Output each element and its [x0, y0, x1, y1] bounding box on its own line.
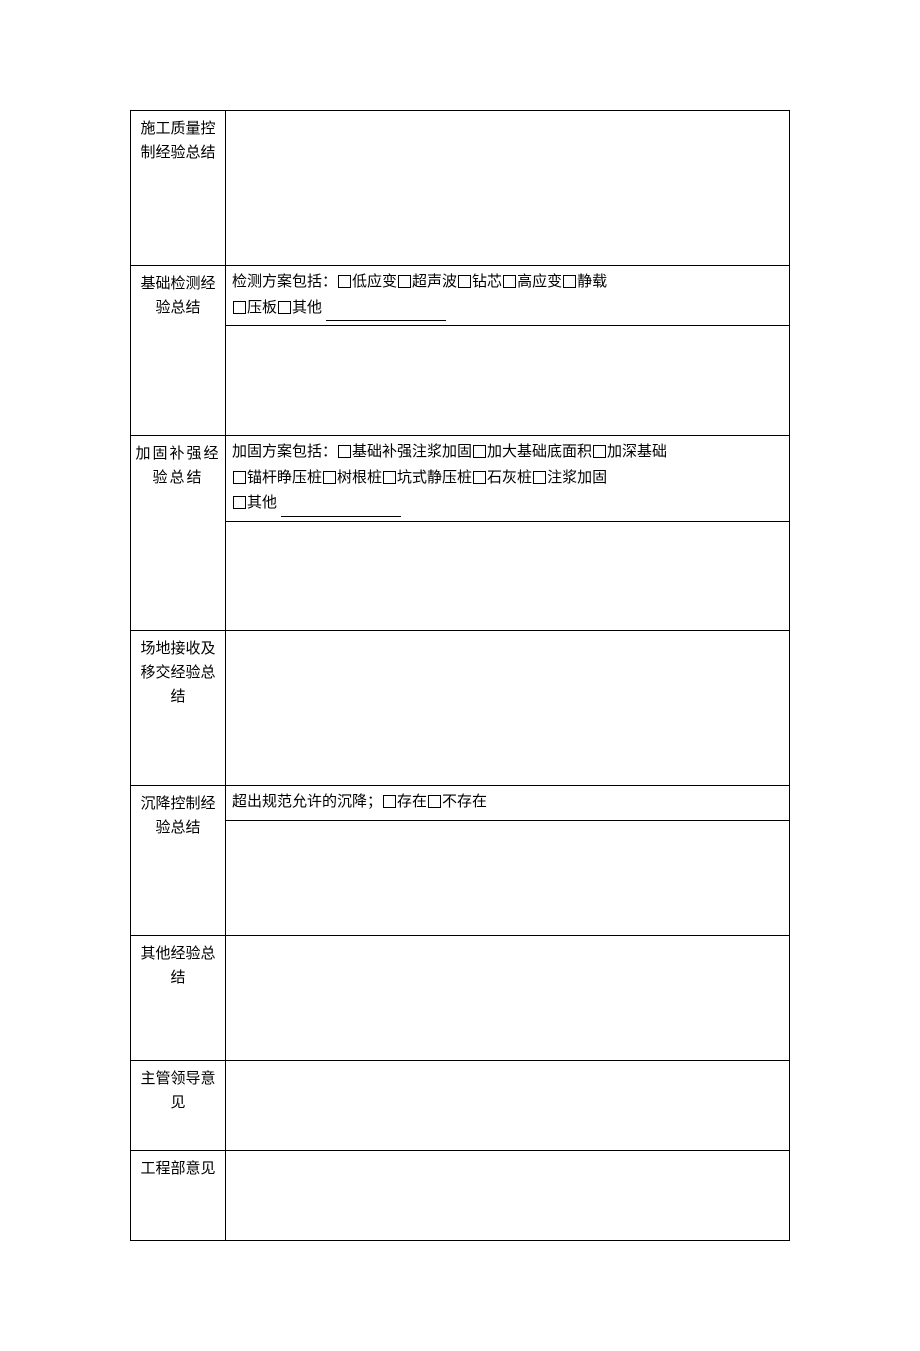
checkbox-low-strain[interactable] — [338, 275, 351, 288]
content-site-handover — [226, 631, 790, 786]
checkbox-plate[interactable] — [233, 301, 246, 314]
row-engineering-opinion: 工程部意见 — [131, 1151, 790, 1241]
opt-deepen: 加深基础 — [607, 444, 667, 460]
opt-low-strain: 低应变 — [352, 274, 397, 290]
reinforce-prefix: 加固方案包括： — [232, 444, 337, 460]
checkbox-root-pile[interactable] — [323, 471, 336, 484]
inspection-prefix: 检测方案包括： — [232, 274, 337, 290]
opt-root-pile: 树根桩 — [337, 470, 382, 486]
label-construction-quality: 施工质量控制经验总结 — [131, 111, 226, 266]
row-site-handover: 场地接收及移交经验总结 — [131, 631, 790, 786]
content-reinforcement: 加固方案包括： 基础补强注浆加固加大基础底面积加深基础 锚杆睁压桩树根桩坑式静压桩… — [226, 436, 790, 631]
opt-lime-pile: 石灰桩 — [487, 470, 532, 486]
summary-form-table: 施工质量控制经验总结 基础检测经验总结 检测方案包括： 低应变超声波钻芯高应变静载… — [130, 110, 790, 1241]
opt-core: 钻芯 — [472, 274, 502, 290]
label-other-experience: 其他经验总结 — [131, 936, 226, 1061]
checkbox-core[interactable] — [458, 275, 471, 288]
checkbox-lime-pile[interactable] — [473, 471, 486, 484]
opt-anchor-pile: 锚杆睁压桩 — [247, 470, 322, 486]
row-other-experience: 其他经验总结 — [131, 936, 790, 1061]
row-reinforcement: 加固补强经验总结 加固方案包括： 基础补强注浆加固加大基础底面积加深基础 锚杆睁压… — [131, 436, 790, 631]
opt-grouting: 基础补强注浆加固 — [352, 444, 472, 460]
checkbox-anchor-pile[interactable] — [233, 471, 246, 484]
content-foundation-inspection: 检测方案包括： 低应变超声波钻芯高应变静载 压板其他 — [226, 266, 790, 436]
opt-not-exists: 不存在 — [442, 794, 487, 810]
checkbox-enlarge-base[interactable] — [473, 445, 486, 458]
content-engineering-opinion — [226, 1151, 790, 1241]
inspection-notes-area — [226, 326, 789, 426]
label-engineering-opinion: 工程部意见 — [131, 1151, 226, 1241]
content-settlement: 超出规范允许的沉降； 存在不存在 — [226, 786, 790, 936]
label-site-handover: 场地接收及移交经验总结 — [131, 631, 226, 786]
label-supervisor-opinion: 主管领导意见 — [131, 1061, 226, 1151]
checkbox-reinf-other[interactable] — [233, 496, 246, 509]
content-supervisor-opinion — [226, 1061, 790, 1151]
opt-pit-static: 坑式静压桩 — [397, 470, 472, 486]
checkbox-not-exists[interactable] — [428, 795, 441, 808]
opt-reinf-other: 其他 — [247, 495, 277, 511]
settlement-prefix: 超出规范允许的沉降； — [232, 794, 382, 810]
checkbox-inject[interactable] — [533, 471, 546, 484]
content-construction-quality — [226, 111, 790, 266]
checkbox-ultrasonic[interactable] — [398, 275, 411, 288]
reinforcement-options-row: 加固方案包括： 基础补强注浆加固加大基础底面积加深基础 锚杆睁压桩树根桩坑式静压桩… — [226, 436, 789, 522]
reinforcement-notes-area — [226, 522, 789, 622]
content-other-experience — [226, 936, 790, 1061]
checkbox-high-strain[interactable] — [503, 275, 516, 288]
checkbox-pit-static[interactable] — [383, 471, 396, 484]
checkbox-grouting[interactable] — [338, 445, 351, 458]
label-settlement: 沉降控制经验总结 — [131, 786, 226, 936]
row-supervisor-opinion: 主管领导意见 — [131, 1061, 790, 1151]
checkbox-insp-other[interactable] — [278, 301, 291, 314]
opt-ultrasonic: 超声波 — [412, 274, 457, 290]
row-foundation-inspection: 基础检测经验总结 检测方案包括： 低应变超声波钻芯高应变静载 压板其他 — [131, 266, 790, 436]
inspection-options-row: 检测方案包括： 低应变超声波钻芯高应变静载 压板其他 — [226, 266, 789, 326]
checkbox-static-load[interactable] — [563, 275, 576, 288]
label-foundation-inspection: 基础检测经验总结 — [131, 266, 226, 436]
checkbox-deepen[interactable] — [593, 445, 606, 458]
opt-exists: 存在 — [397, 794, 427, 810]
row-settlement: 沉降控制经验总结 超出规范允许的沉降； 存在不存在 — [131, 786, 790, 936]
opt-enlarge-base: 加大基础底面积 — [487, 444, 592, 460]
opt-insp-other: 其他 — [292, 300, 322, 316]
checkbox-exists[interactable] — [383, 795, 396, 808]
opt-plate: 压板 — [247, 300, 277, 316]
label-reinforcement: 加固补强经验总结 — [131, 436, 226, 631]
opt-static-load: 静载 — [577, 274, 607, 290]
settlement-notes-area — [226, 821, 789, 921]
opt-inject: 注浆加固 — [547, 470, 607, 486]
reinf-other-input[interactable] — [281, 502, 401, 517]
settlement-options-row: 超出规范允许的沉降； 存在不存在 — [226, 786, 789, 821]
insp-other-input[interactable] — [326, 306, 446, 321]
opt-high-strain: 高应变 — [517, 274, 562, 290]
row-construction-quality: 施工质量控制经验总结 — [131, 111, 790, 266]
